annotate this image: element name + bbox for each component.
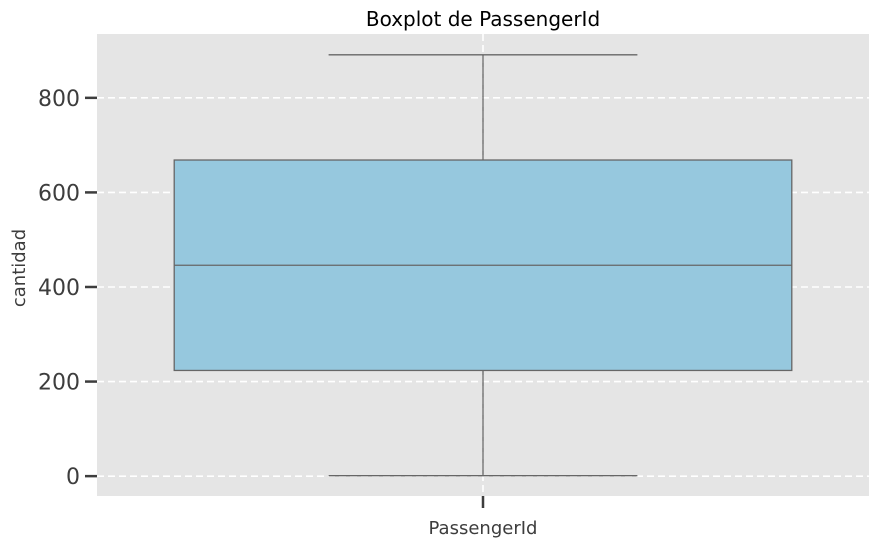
y-tick-label: 200	[38, 371, 80, 396]
chart-title: Boxplot de PassengerId	[366, 7, 600, 31]
box-series	[173, 54, 793, 477]
x-axis-label: PassengerId	[429, 518, 538, 539]
y-axis: 0 200 400 600 800	[38, 87, 97, 490]
y-tick-label: 600	[38, 181, 80, 206]
y-tick-label: 0	[66, 465, 80, 490]
y-tick-label: 800	[38, 87, 80, 112]
y-axis-label: cantidad	[9, 229, 30, 307]
y-tick-label: 400	[38, 276, 80, 301]
